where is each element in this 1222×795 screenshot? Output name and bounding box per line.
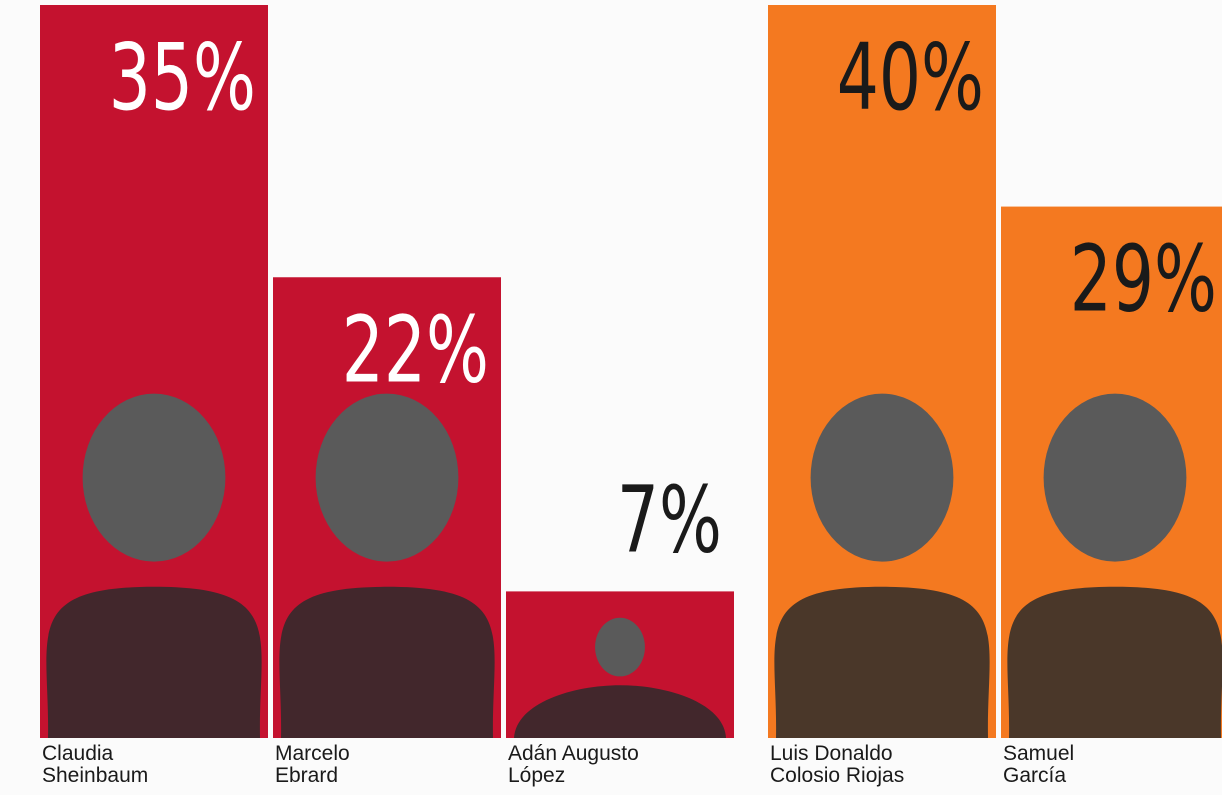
portrait-silhouette xyxy=(46,586,262,738)
value-label-group: 29% xyxy=(1070,226,1217,333)
value-label: 29% xyxy=(1070,226,1217,333)
value-label-group: 35% xyxy=(109,24,256,131)
portrait-head xyxy=(1043,393,1187,562)
value-label-group: 40% xyxy=(837,24,984,131)
portrait-silhouette xyxy=(514,685,726,738)
category-label: Claudia Sheinbaum xyxy=(42,742,149,787)
portrait-head xyxy=(595,617,645,677)
value-label: 7% xyxy=(617,466,722,573)
value-label: 22% xyxy=(342,296,489,403)
portrait-head xyxy=(315,393,459,562)
portrait-head xyxy=(82,393,226,562)
portrait-silhouette xyxy=(774,586,990,738)
value-label: 35% xyxy=(109,24,256,131)
portrait-silhouette xyxy=(279,586,495,738)
category-label: Luis Donaldo Colosio Riojas xyxy=(770,742,905,787)
value-label-group: 22% xyxy=(342,296,489,403)
portrait-head xyxy=(810,393,954,562)
category-label: Marcelo Ebrard xyxy=(275,742,350,787)
category-label: Samuel García xyxy=(1003,742,1075,787)
portrait-silhouette xyxy=(1007,586,1222,738)
category-label: Adán Augusto López xyxy=(508,742,639,787)
value-label-group: 7% xyxy=(617,466,722,573)
value-label: 40% xyxy=(837,24,984,131)
